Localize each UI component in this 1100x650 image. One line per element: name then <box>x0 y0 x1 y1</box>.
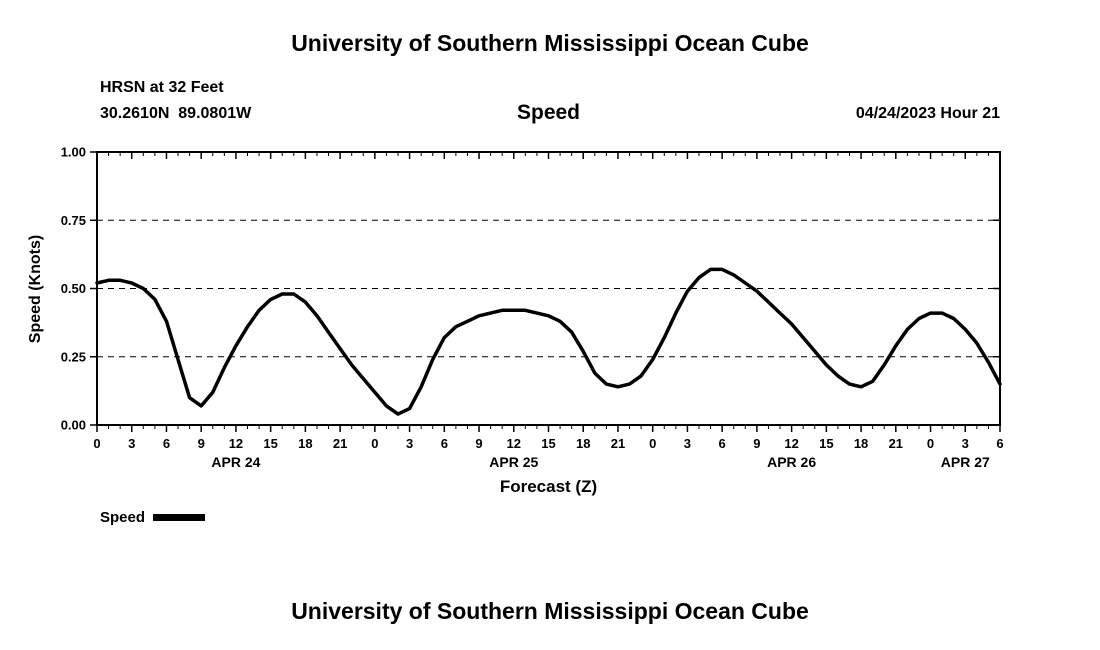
y-tick-label: 0.75 <box>61 213 86 228</box>
speed-series-line <box>95 267 1002 416</box>
x-tick-label: 18 <box>298 436 312 451</box>
page-title-bottom: University of Southern Mississippi Ocean… <box>291 598 809 624</box>
x-tick-label: 12 <box>229 436 243 451</box>
x-tick-label: 15 <box>819 436 833 451</box>
x-tick-label: 3 <box>406 436 413 451</box>
y-tick-label: 1.00 <box>61 145 86 160</box>
x-tick-label: 18 <box>576 436 590 451</box>
x-tick-label: 0 <box>649 436 656 451</box>
chart-legend: Speed <box>100 509 206 526</box>
page-title-top: University of Southern Mississippi Ocean… <box>291 30 809 56</box>
station-name: HRSN at 32 Feet <box>100 79 224 96</box>
plot-title: Speed <box>516 101 581 124</box>
forecast-datetime: 04/24/2023 Hour 21 <box>855 105 1000 122</box>
station-coordinates: 30.2610N 89.0801W <box>100 105 252 122</box>
legend-label: Speed <box>100 509 146 526</box>
x-tick-label: 18 <box>854 436 868 451</box>
x-tick-label: 12 <box>507 436 521 451</box>
x-axis-title: Forecast (Z) <box>499 477 598 496</box>
x-date-label: APR 25 <box>489 454 538 470</box>
x-tick-label: 21 <box>889 436 903 451</box>
x-tick-label: 6 <box>719 436 726 451</box>
x-tick-label: 0 <box>93 436 100 451</box>
x-tick-label: 12 <box>784 436 798 451</box>
y-tick-label: 0.50 <box>61 281 86 296</box>
x-date-label: APR 24 <box>211 454 260 470</box>
x-tick-label: 3 <box>962 436 969 451</box>
x-tick-label: 6 <box>441 436 448 451</box>
x-tick-label: 3 <box>684 436 691 451</box>
x-tick-label: 0 <box>371 436 378 451</box>
x-tick-label: 21 <box>611 436 625 451</box>
x-tick-label: 0 <box>927 436 934 451</box>
y-tick-label: 0.00 <box>61 418 86 433</box>
x-date-label: APR 26 <box>767 454 816 470</box>
x-tick-label: 3 <box>128 436 135 451</box>
y-tick-label: 0.25 <box>61 349 86 364</box>
x-tick-label: 6 <box>163 436 170 451</box>
plot-border <box>96 151 1001 426</box>
x-tick-label: 15 <box>263 436 277 451</box>
legend-line-swatch <box>153 514 206 521</box>
x-tick-label: 9 <box>198 436 205 451</box>
x-tick-label: 21 <box>333 436 347 451</box>
x-tick-label: 15 <box>541 436 555 451</box>
x-tick-label: 9 <box>753 436 760 451</box>
x-date-label: APR 27 <box>941 454 990 470</box>
x-tick-label: 9 <box>475 436 482 451</box>
x-tick-label: 6 <box>996 436 1003 451</box>
